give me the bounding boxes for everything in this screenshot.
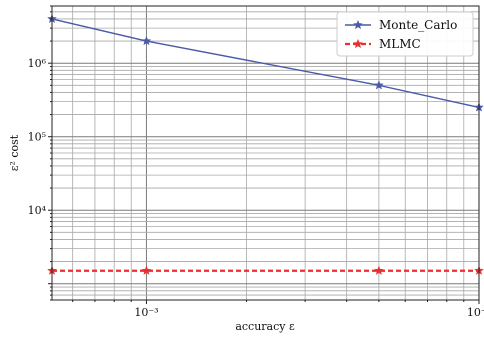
x-tick-label: 10⁻³	[134, 306, 158, 319]
legend-marker-0	[353, 19, 363, 30]
series-marker-0	[373, 80, 384, 90]
series-line-0	[51, 18, 480, 109]
x-tick-label: 10⁻²	[467, 306, 484, 319]
series-marker-0	[141, 35, 152, 46]
x-axis-label: accuracy ε	[235, 320, 295, 333]
legend-label-0: Monte_Carlo	[379, 18, 457, 32]
y-tick-label: 10⁶	[28, 57, 47, 70]
y-axis-label: ε² cost	[8, 134, 21, 171]
legend-marker-1	[353, 38, 363, 49]
tick-layer: 10⁻³ 10⁻² 10⁴ 10⁵ 10⁶	[28, 5, 484, 319]
legend: Monte_Carlo MLMC	[336, 11, 474, 57]
y-tick-label: 10⁵	[28, 131, 46, 144]
y-tick-label: 10⁴	[28, 204, 47, 217]
series-marker-1	[141, 265, 152, 275]
legend-label-1: MLMC	[379, 37, 421, 51]
series-marker-1	[373, 265, 384, 275]
